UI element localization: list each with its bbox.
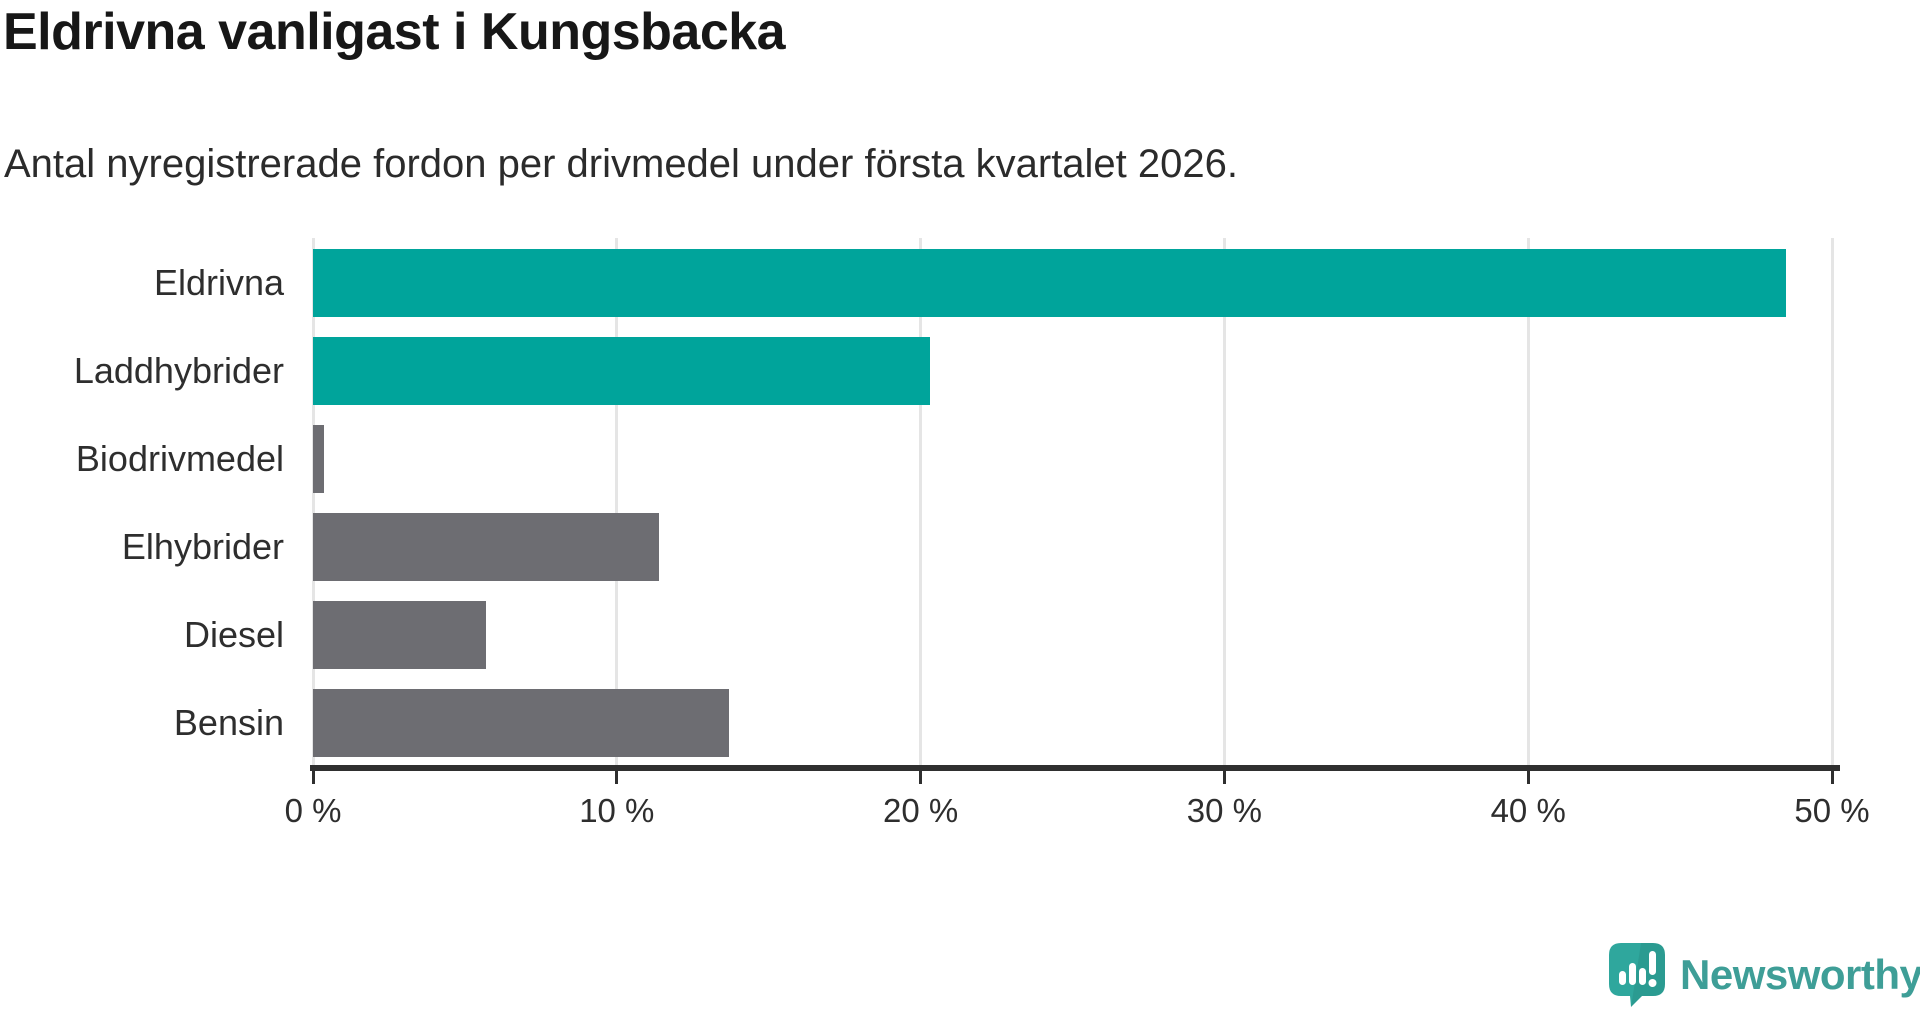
bar-bensin <box>313 688 730 757</box>
gridline <box>615 238 619 765</box>
y-axis-label: Bensin <box>173 701 284 743</box>
y-axis-label: Biodrivmedel <box>75 437 284 479</box>
x-axis-tick-label: 10 % <box>579 792 655 829</box>
bar-elhybrider <box>313 512 660 581</box>
x-axis-tick <box>311 771 315 784</box>
y-axis-label: Laddhybrider <box>73 349 284 391</box>
gridline <box>311 238 315 765</box>
chart-subtitle: Antal nyregistrerade fordon per drivmede… <box>4 142 1239 186</box>
bar-eldrivna <box>313 249 1787 317</box>
newsworthy-logo: Newsworthy <box>1608 942 1920 1008</box>
x-axis-tick <box>1222 771 1226 784</box>
bar-biodrivmedel <box>313 424 324 493</box>
x-axis-line <box>310 765 1840 771</box>
gridline <box>919 238 923 765</box>
gridline <box>1222 238 1226 765</box>
y-axis-label: Diesel <box>183 613 284 655</box>
newsworthy-wordmark: Newsworthy <box>1680 951 1920 998</box>
x-axis-tick-label: 0 % <box>284 792 342 829</box>
gridline <box>1526 238 1530 765</box>
x-axis-tick-label: 40 % <box>1490 792 1566 829</box>
x-axis-tick-label: 30 % <box>1186 792 1262 829</box>
gridline <box>1830 238 1834 765</box>
x-axis-tick <box>1526 771 1530 784</box>
newsworthy-speech-bubble-icon <box>1609 943 1665 1007</box>
x-axis-tick-label: 20 % <box>882 792 959 829</box>
x-axis-tick <box>615 771 619 784</box>
y-axis-label: Eldrivna <box>153 262 284 303</box>
chart-title: Eldrivna vanligast i Kungsbacka <box>3 3 786 61</box>
x-axis-tick <box>919 771 923 784</box>
bar-laddhybrider <box>313 336 930 405</box>
x-axis-tick <box>1830 771 1834 784</box>
y-axis-label: Elhybrider <box>121 525 284 567</box>
bar-diesel <box>313 600 487 669</box>
x-axis-tick-label: 50 % <box>1794 792 1870 829</box>
